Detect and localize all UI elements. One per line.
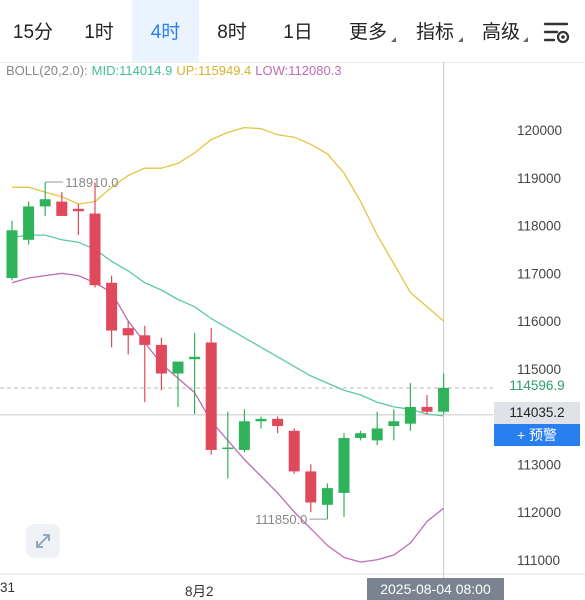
candle — [421, 395, 433, 415]
candle-body — [139, 335, 151, 345]
x-axis-label-aug2: 8月2 — [185, 584, 214, 599]
candle-body — [272, 418, 284, 427]
candle-body — [355, 433, 367, 438]
tab-15min[interactable]: 15分 — [12, 22, 54, 43]
tab-indicators-label: 指标 — [415, 22, 454, 43]
candle — [338, 433, 350, 517]
candle-body — [6, 230, 18, 279]
boll-legend: BOLL(20,2.0): MID:114014.9 UP:115949.4 LOW:… — [6, 63, 346, 78]
last-price-label: 114596.9 — [494, 375, 580, 397]
crosshair-time-label: 2025-08-04 08:00 — [367, 578, 504, 600]
high-price-annotation: 118910.0 — [65, 175, 118, 190]
candle-body — [338, 437, 350, 493]
candle-body — [438, 387, 450, 412]
candle — [272, 416, 284, 434]
boll-upper-line — [12, 126, 445, 322]
candle — [106, 275, 118, 348]
candle — [155, 337, 167, 391]
candle-body — [122, 328, 134, 336]
candle — [438, 373, 450, 415]
candle — [371, 411, 383, 446]
candle-body — [172, 361, 184, 374]
boll-mid-value: MID:114014.9 — [91, 63, 173, 78]
candle — [189, 332, 201, 415]
timeframe-tab-bar: 15分 1时 4时 8时 1日 更多 指标 高级 — [0, 0, 585, 63]
candle-body — [305, 471, 317, 503]
candle — [39, 182, 51, 216]
candle — [205, 328, 217, 455]
tab-advanced[interactable]: 高级 — [472, 0, 530, 62]
candle — [89, 182, 101, 288]
candle — [122, 321, 134, 355]
tab-1d[interactable]: 1日 — [283, 22, 313, 43]
candle-body — [72, 208, 84, 212]
candle-body — [404, 406, 416, 424]
candle-body — [421, 406, 433, 412]
tab-1h[interactable]: 1时 — [84, 22, 114, 43]
tab-8h[interactable]: 8时 — [217, 22, 247, 43]
y-axis-tick-label: 118000 — [517, 219, 561, 234]
candle — [222, 411, 234, 479]
candle — [139, 325, 151, 403]
candle-body — [321, 488, 333, 505]
boll-up-value: UP:115949.4 — [176, 63, 252, 78]
candle-body — [106, 282, 118, 331]
candle — [72, 204, 84, 236]
tab-more[interactable]: 更多 — [338, 0, 398, 62]
dropdown-triangle-icon — [391, 37, 396, 42]
candle-body — [23, 206, 35, 240]
y-axis-tick-label: 117000 — [517, 266, 561, 281]
tab-advanced-label: 高级 — [481, 22, 520, 43]
tab-4h[interactable]: 4时 — [132, 0, 199, 62]
candle-body — [39, 199, 51, 207]
dropdown-triangle-icon — [523, 37, 528, 42]
y-axis-tick-label: 120000 — [517, 123, 562, 138]
candle — [255, 416, 267, 429]
candle — [6, 220, 18, 281]
candle-body — [388, 421, 400, 427]
boll-middle-line — [11, 234, 444, 417]
candle-body — [222, 447, 234, 450]
low-price-annotation: 111850.0 — [255, 512, 307, 527]
candle — [388, 409, 400, 441]
candle-body — [155, 344, 167, 374]
candle-body — [205, 342, 217, 450]
tab-indicators[interactable]: 指标 — [405, 0, 465, 62]
candle-body — [238, 421, 250, 450]
candle — [56, 192, 68, 216]
x-axis-label-31: 31 — [0, 580, 16, 595]
candle-body — [89, 213, 101, 286]
boll-params: BOLL(20,2.0): — [6, 63, 88, 78]
y-axis-tick-label: 116000 — [517, 314, 561, 329]
candle — [23, 201, 35, 245]
y-axis-tick-label: 115000 — [517, 362, 561, 377]
y-axis-tick-label: 111000 — [517, 553, 560, 568]
candle-body — [288, 430, 300, 472]
candle — [355, 430, 367, 441]
candle-body — [371, 428, 383, 441]
chart-settings-icon[interactable] — [543, 20, 571, 46]
y-axis-tick-label: 113000 — [517, 457, 561, 472]
candle — [238, 409, 250, 453]
y-axis-tick-label: 119000 — [517, 171, 561, 186]
boll-low-value: LOW:112080.3 — [255, 63, 342, 78]
candle — [404, 383, 416, 431]
candle — [172, 361, 184, 407]
dropdown-triangle-icon — [458, 37, 463, 42]
current-price-label: 114035.2 — [494, 402, 580, 424]
tab-more-label: 更多 — [348, 22, 387, 43]
candle-body — [56, 201, 68, 216]
expand-chart-button[interactable] — [26, 524, 60, 558]
candle — [321, 483, 333, 520]
candle — [288, 428, 300, 474]
y-axis-tick-label: 112000 — [517, 505, 561, 520]
price-alert-button[interactable]: + 预警 — [494, 424, 580, 446]
candle-body — [189, 356, 201, 360]
candle — [305, 464, 317, 512]
expand-arrows-icon — [36, 534, 50, 548]
candle-body — [255, 418, 267, 422]
